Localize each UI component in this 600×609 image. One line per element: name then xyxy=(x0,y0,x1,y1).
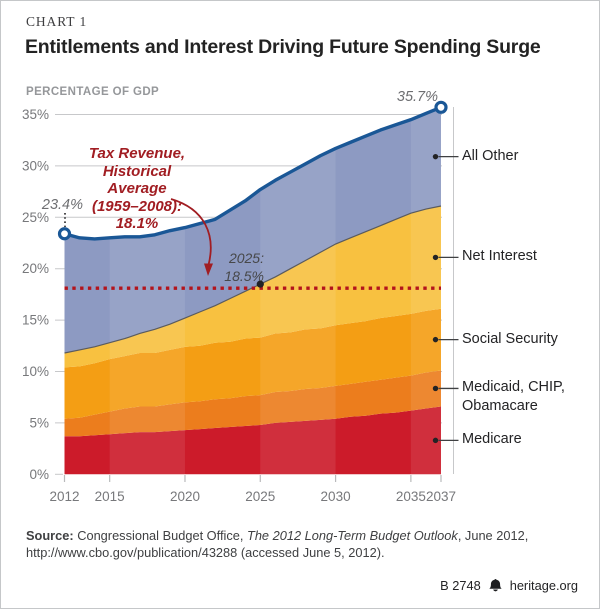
tax-revenue-note-line: Historical Average xyxy=(102,162,172,198)
legend-label-line: Obamacare xyxy=(462,398,538,415)
y-tick-label: 5% xyxy=(29,415,49,430)
report-id: B 2748 xyxy=(440,578,481,593)
source-note: Source: Congressional Budget Office, The… xyxy=(26,528,586,561)
legend-label-line: Medicare xyxy=(462,431,522,448)
end-marker xyxy=(434,100,448,114)
y-tick-label: 15% xyxy=(22,313,49,328)
legend-dot-medicare xyxy=(432,437,439,444)
area-all_other xyxy=(64,107,441,353)
axis-unit-label: PERCENTAGE OF GDP xyxy=(26,86,160,98)
legend-label-medicaid_chip_obamacare: Medicaid, CHIP, Obamacare xyxy=(462,378,596,416)
legend-label-medicare: Medicare xyxy=(462,430,596,449)
legend-dot-net_interest xyxy=(432,254,439,261)
x-tick-label: 2025 xyxy=(245,489,275,504)
chart-number: CHART 1 xyxy=(26,14,88,29)
start-value-callout: 23.4% xyxy=(41,197,83,213)
legend-label-line: Net Interest xyxy=(462,248,537,265)
end-value-callout: 35.7% xyxy=(396,89,438,105)
start-marker xyxy=(57,227,72,241)
area-medicare xyxy=(64,406,441,475)
area-social_security xyxy=(64,308,441,419)
source-label: Source: xyxy=(26,528,74,543)
chart-title: Entitlements and Interest Driving Future… xyxy=(25,36,541,58)
source-url: http://www.cbo.gov/publication/43288 (ac… xyxy=(26,544,385,560)
liberty-bell-icon xyxy=(489,578,502,592)
footer: B 2748 heritage.org xyxy=(440,578,578,593)
y-tick-label: 20% xyxy=(22,261,49,276)
source-publication: The 2012 Long-Term Budget Outlook xyxy=(247,528,458,543)
legend-label-line: Medicaid, CHIP, xyxy=(462,379,565,396)
area-net_interest xyxy=(64,205,441,368)
x-tick-label: 2015 xyxy=(95,489,125,504)
brand-site: heritage.org xyxy=(509,578,578,593)
y-tick-label: 30% xyxy=(22,158,49,173)
crossing-callout-line: 2025: xyxy=(228,250,264,266)
legend-label-line: All Other xyxy=(462,147,519,164)
legend-label-net_interest: Net Interest xyxy=(462,247,596,266)
total-spending-line xyxy=(62,105,443,241)
y-tick-label: 10% xyxy=(22,364,49,379)
x-tick-label: 2037 xyxy=(426,489,456,504)
x-tick-label: 2030 xyxy=(321,489,351,504)
crossing-callout: 2025: 18.5% xyxy=(194,250,264,285)
shaded-year-band xyxy=(410,107,441,475)
y-tick-label: 35% xyxy=(22,107,49,122)
crossing-dot xyxy=(256,280,264,288)
tax-note-arrow xyxy=(170,198,212,266)
legend-dot-medicaid_chip_obamacare xyxy=(432,385,439,392)
crossing-callout-line: 18.5% xyxy=(224,267,264,284)
source-text: , June 2012, xyxy=(457,528,529,543)
y-tick-label: 0% xyxy=(29,467,49,482)
x-tick-label: 2020 xyxy=(170,489,200,504)
tax-revenue-note-line: 18.1% xyxy=(115,215,159,232)
tax-note-arrowhead xyxy=(204,263,213,276)
legend-dot-social_security xyxy=(432,336,439,343)
tax-revenue-note-line: Tax Revenue, xyxy=(88,145,186,162)
x-tick-label: 2012 xyxy=(49,489,79,504)
source-text: Congressional Budget Office, xyxy=(73,528,247,543)
x-tick-label: 2035 xyxy=(396,489,426,504)
y-tick-label: 25% xyxy=(22,210,49,225)
tax-revenue-note-line: (1959–2008): xyxy=(91,197,183,215)
area-medicaid_chip_obamacare xyxy=(64,370,441,437)
legend-label-all_other: All Other xyxy=(462,147,596,166)
legend-label-social_security: Social Security xyxy=(462,330,596,349)
legend-dot-all_other xyxy=(432,153,439,160)
tax-revenue-note: Tax Revenue, Historical Average (1959–20… xyxy=(72,145,202,233)
legend-label-line: Social Security xyxy=(462,330,558,347)
